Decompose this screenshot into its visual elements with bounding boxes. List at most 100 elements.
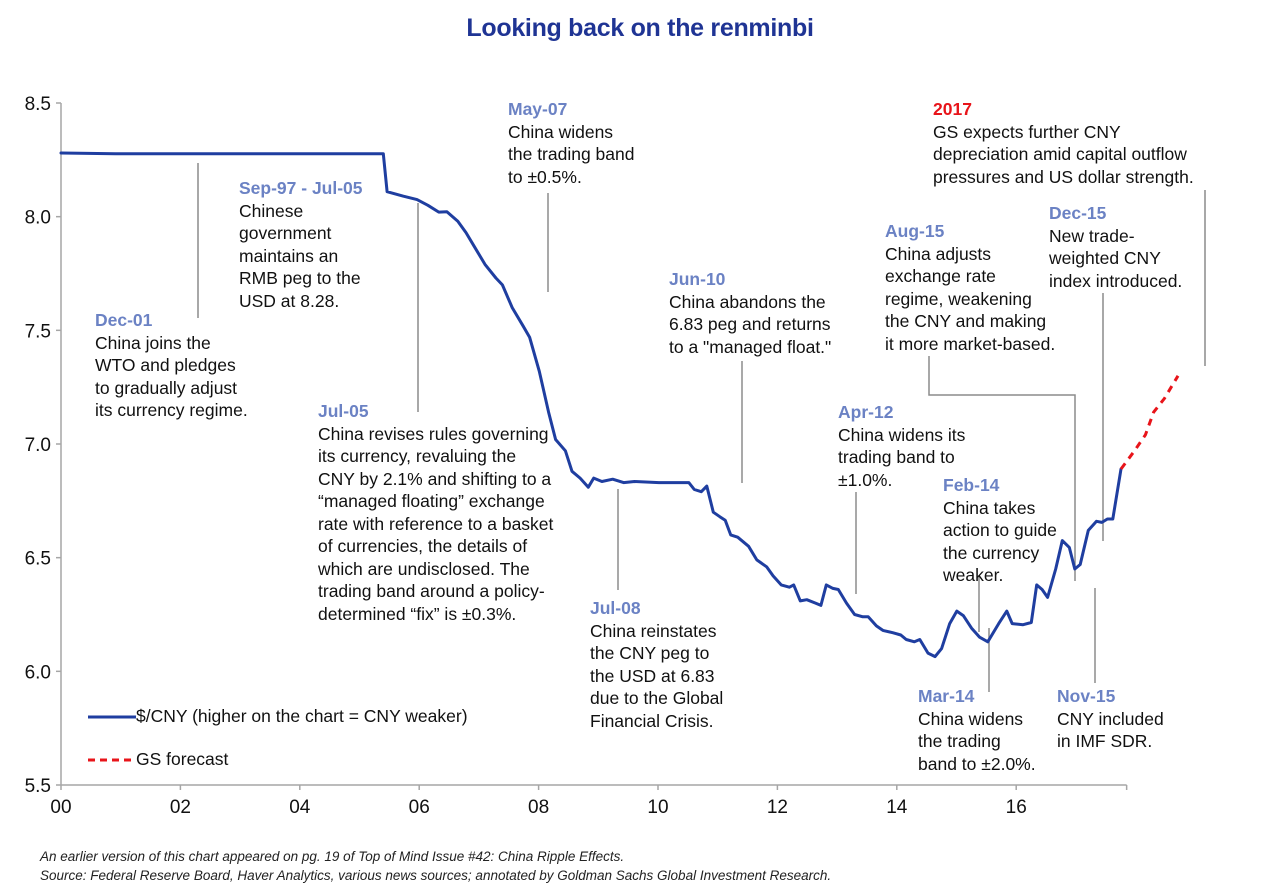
annotation-aug-15: Aug-15 China adjusts exchange rate regim… [885,220,1055,355]
y-tick-label: 5.5 [25,776,51,797]
annotation-jul-05: Jul-05 China revises rules governing its… [318,400,553,625]
annotation-date: Mar-14 [918,686,975,706]
annotation-date: Nov-15 [1057,686,1116,706]
annotation-date: Jul-05 [318,401,369,421]
annotation-text: band to ±2.0%. [918,753,1036,774]
annotation-date: Aug-15 [885,221,945,241]
annotation-text: weaker. [943,565,1004,585]
annotation-may-07: May-07 China widens the trading band to … [508,98,635,188]
legend-label: GS forecast [136,749,229,769]
annotation-text: Financial Crisis. [590,710,714,731]
annotation-leader-lines [197,163,1206,692]
annotation-feb-14: Feb-14 China takes action to guide the c… [943,474,1057,587]
annotation-text: rate with reference to a basket [318,513,554,534]
annotation-text: the currency [943,542,1040,563]
annotation-date: May-07 [508,99,568,119]
x-tick-label: 16 [1006,797,1027,818]
annotation-text: ±1.0%. [838,469,893,490]
annotation-text: to a "managed float." [669,336,832,357]
annotation-text: the trading [918,731,1001,751]
chart-title: Looking back on the renminbi [466,14,814,42]
annotation-jul-08: Jul-08 China reinstates the CNY peg to t… [590,597,723,732]
x-tick-label: 10 [647,797,668,818]
annotation-text: to gradually adjust [95,377,238,398]
annotation-dec-15: Dec-15 New trade- weighted CNY index int… [1049,202,1182,292]
annotation-text: CNY by 2.1% and shifting to a [318,468,552,489]
annotation-date: Jun-10 [669,269,726,289]
annotation-text: “managed floating” exchange [318,491,545,511]
x-tick-label: 04 [289,797,311,818]
annotation-text: China takes [943,497,1036,518]
x-tick-label: 12 [767,797,788,818]
annotation-text: China adjusts [885,243,992,264]
annotation-text: the CNY and making [885,311,1047,331]
x-tick-label: 14 [886,797,908,818]
annotation-jun-10: Jun-10 China abandons the 6.83 peg and r… [669,268,831,358]
annotation-text: 6.83 peg and returns [669,314,831,334]
legend-item-gs-forecast: GS forecast [88,749,228,770]
annotation-text: of currencies, the details of [318,536,528,556]
annotation-text: exchange rate [885,266,996,286]
annotation-text: Chinese [239,200,304,221]
x-tick-label: 02 [170,797,191,818]
y-tick-label: 6.5 [25,549,51,570]
annotation-apr-12: Apr-12 China widens its trading band to … [838,401,965,491]
series-group [59,151,1180,659]
annotation-leader-line [928,356,1076,581]
y-tick-label: 6.0 [25,662,51,683]
footnote-earlier-version: An earlier version of this chart appeare… [40,849,625,864]
series-line-gs-forecast [1119,375,1180,470]
x-tick-label: 06 [409,797,430,818]
annotation-text: pressures and US dollar strength. [933,166,1194,187]
annotation-text: RMB peg to the [239,268,361,288]
annotation-date: Dec-01 [95,310,153,330]
annotation-text: government [239,223,332,243]
annotation-text: CNY included [1057,708,1164,729]
annotation-text: WTO and pledges [95,355,236,375]
annotation-text: China joins the [95,332,211,353]
annotation-text: the USD at 6.83 [590,665,715,686]
annotation-text: its currency regime. [95,400,248,420]
legend-item-cny: $/CNY (higher on the chart = CNY weaker) [88,706,468,727]
annotation-date: 2017 [933,99,972,119]
annotation-date: Feb-14 [943,475,1000,495]
y-tick-label: 8.5 [25,94,51,115]
annotation-mar-14: Mar-14 China widens the trading band to … [918,685,1036,775]
annotation-text: index introduced. [1049,270,1183,291]
annotation-text: which are undisclosed. The [318,558,530,579]
series-line-cny [59,151,1123,659]
annotation-text: due to the Global [590,688,724,708]
annotation-text: it more market-based. [885,333,1056,354]
annotation-text: in IMF SDR. [1057,731,1153,751]
annotation-sep-97-jul-05: Sep-97 - Jul-05 Chinese government maint… [239,177,363,312]
annotation-text: maintains an [239,245,339,266]
legend-label: $/CNY (higher on the chart = CNY weaker) [136,706,468,726]
y-tick-label: 7.5 [25,321,51,342]
annotation-text: China widens [508,121,614,142]
annotation-text: GS expects further CNY [933,121,1121,142]
annotation-date: Apr-12 [838,402,894,422]
annotation-text: USD at 8.28. [239,290,340,311]
y-tick-label: 7.0 [25,435,51,456]
annotation-text: China reinstates [590,620,717,641]
legend-swatch-dashed-icon [88,758,136,761]
annotation-text: China abandons the [669,291,826,312]
annotation-date: Sep-97 - Jul-05 [239,178,363,198]
annotation-text: action to guide [943,520,1057,540]
annotation-text: trading band around a policy- [318,581,545,601]
legend-swatch-solid-icon [88,715,136,718]
annotation-text: weighted CNY [1049,248,1161,268]
annotation-text: regime, weakening [885,288,1032,309]
annotation-date: Jul-08 [590,598,641,618]
annotation-text: New trade- [1049,225,1135,246]
annotation-text: China revises rules governing [318,423,549,444]
x-tick-label: 00 [50,797,71,818]
annotation-text: China widens [918,708,1024,729]
annotation-text: China widens its [838,424,966,445]
annotation-text: to ±0.5%. [508,166,582,187]
annotation-text: determined “fix” is ±0.3%. [318,603,517,624]
annotation-text: trading band to [838,447,955,467]
x-tick-label: 08 [528,797,549,818]
annotation-nov-15: Nov-15 CNY included in IMF SDR. [1057,685,1164,753]
